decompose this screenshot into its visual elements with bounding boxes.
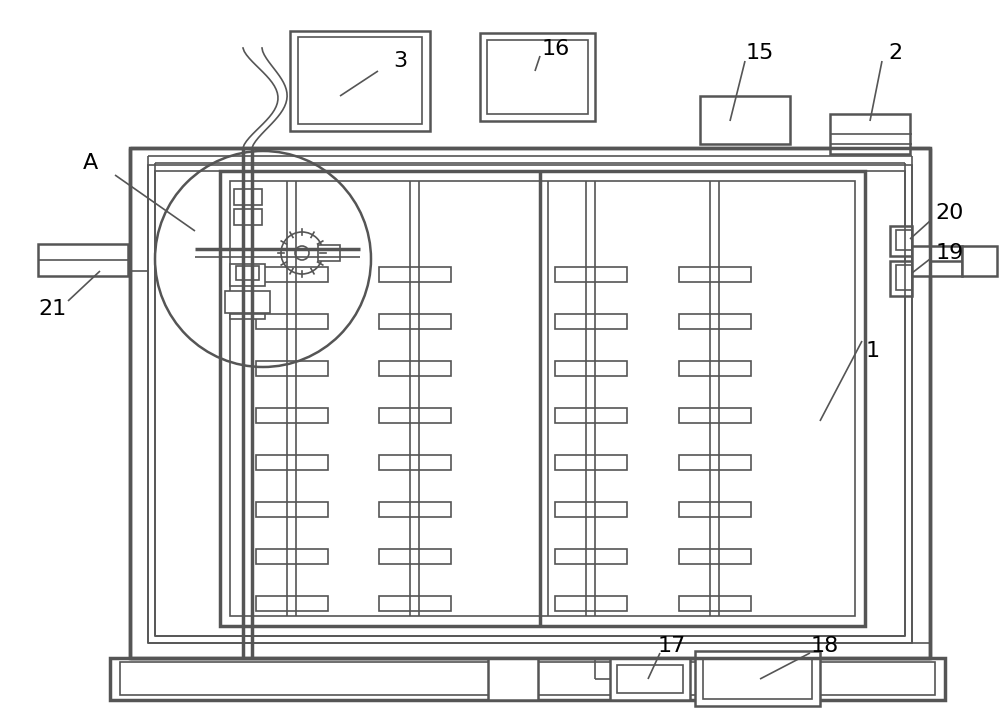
Text: 21: 21 (38, 299, 66, 319)
Bar (678, 502, 750, 516)
Bar (290, 31, 430, 131)
Bar (830, 114, 910, 154)
Bar (554, 502, 626, 516)
Bar (234, 189, 262, 205)
Text: 1: 1 (866, 341, 880, 361)
Bar (256, 360, 328, 376)
Bar (225, 291, 270, 313)
Text: A: A (82, 153, 98, 173)
Bar (378, 314, 450, 329)
Bar (256, 596, 328, 611)
Bar (487, 40, 588, 114)
Bar (230, 181, 855, 616)
Text: 17: 17 (658, 636, 686, 656)
Bar (220, 171, 865, 626)
Bar (378, 407, 450, 423)
Bar (256, 502, 328, 516)
Bar (120, 662, 935, 695)
Bar (678, 549, 750, 564)
Text: 18: 18 (811, 636, 839, 656)
Bar (962, 246, 997, 276)
Bar (554, 360, 626, 376)
Bar (236, 266, 259, 280)
Bar (678, 407, 750, 423)
Bar (896, 265, 912, 290)
Bar (230, 314, 265, 319)
Bar (700, 96, 790, 144)
Bar (896, 230, 912, 250)
Bar (256, 314, 328, 329)
Bar (703, 658, 812, 699)
Bar (378, 454, 450, 469)
Bar (678, 596, 750, 611)
Text: 15: 15 (746, 43, 774, 63)
Bar (554, 454, 626, 469)
Bar (110, 658, 945, 700)
Text: 2: 2 (888, 43, 902, 63)
Bar (318, 245, 340, 261)
Bar (890, 226, 912, 256)
Text: 20: 20 (936, 203, 964, 223)
Bar (678, 267, 750, 281)
Bar (554, 549, 626, 564)
Text: 16: 16 (542, 39, 570, 59)
Bar (554, 314, 626, 329)
Bar (378, 502, 450, 516)
Bar (256, 549, 328, 564)
Text: 3: 3 (393, 51, 407, 71)
Bar (230, 264, 265, 286)
Bar (554, 267, 626, 281)
Bar (554, 407, 626, 423)
Bar (610, 658, 690, 700)
Bar (678, 454, 750, 469)
Bar (38, 244, 128, 276)
Bar (256, 454, 328, 469)
Bar (378, 360, 450, 376)
Bar (256, 407, 328, 423)
Bar (890, 261, 912, 296)
Bar (234, 209, 262, 225)
Bar (554, 596, 626, 611)
Bar (378, 596, 450, 611)
Bar (130, 148, 930, 658)
Bar (148, 165, 912, 643)
Bar (695, 651, 820, 706)
Bar (617, 665, 683, 693)
Bar (678, 314, 750, 329)
Bar (912, 246, 962, 276)
Bar (155, 171, 905, 636)
Bar (678, 360, 750, 376)
Text: 19: 19 (936, 243, 964, 263)
Bar (256, 267, 328, 281)
Bar (488, 658, 538, 700)
Bar (480, 33, 595, 121)
Bar (378, 549, 450, 564)
Bar (378, 267, 450, 281)
Bar (298, 37, 422, 124)
